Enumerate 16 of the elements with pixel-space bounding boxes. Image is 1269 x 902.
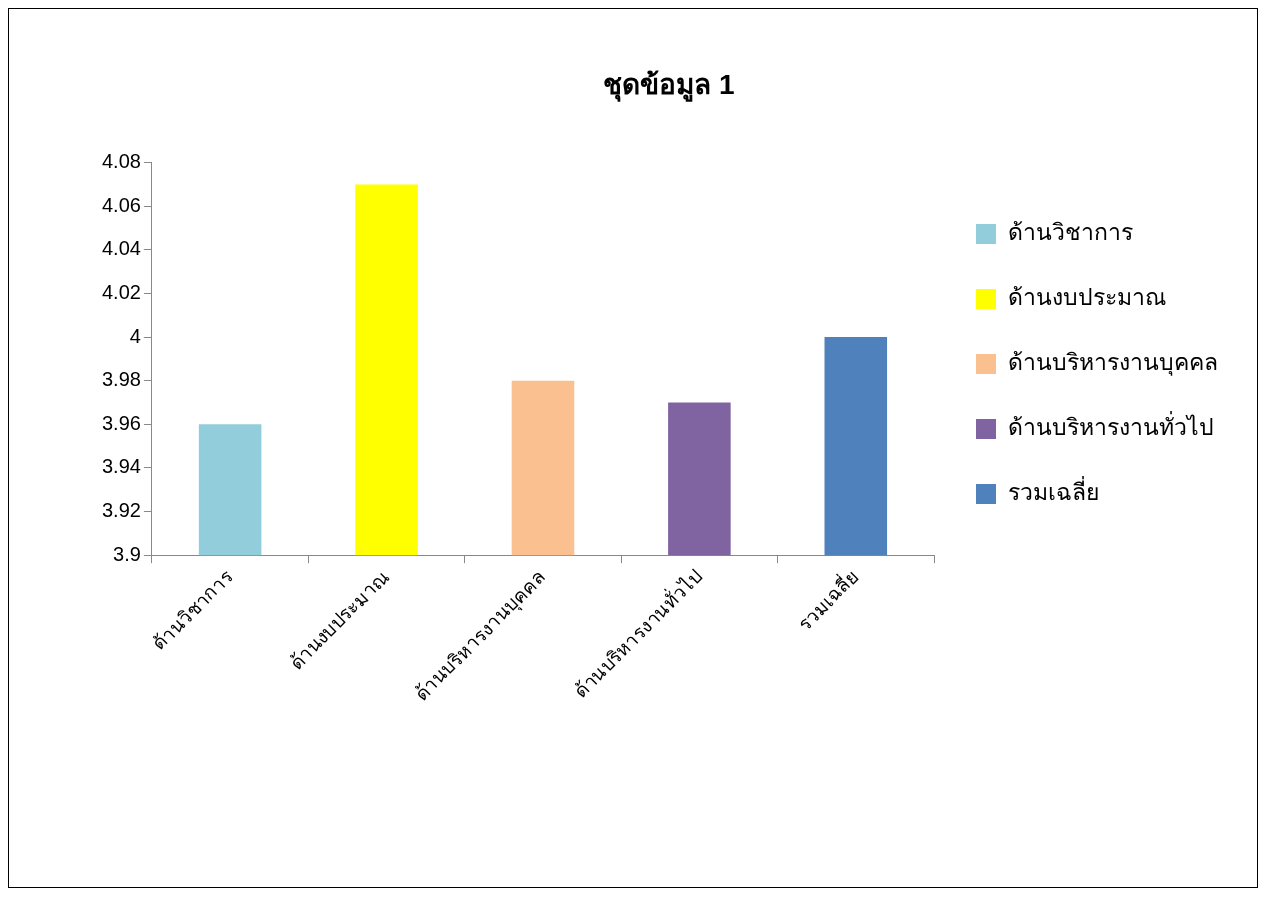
y-tick-label: 3.92 (101, 499, 141, 522)
y-tick-label: 4.02 (101, 280, 141, 303)
legend-label: ด้านบริหารงานทั่วไป (1007, 411, 1225, 441)
legend-label: ด้านวิชาการ (1007, 219, 1144, 246)
legend-label: ด้านงบประมาณ (1007, 284, 1177, 311)
y-tick-label: 3.9 (113, 542, 141, 565)
y-tick-label: 4 (129, 324, 141, 347)
y-tick-label: 3.98 (101, 368, 141, 391)
y-tick-label: 3.96 (101, 411, 141, 434)
legend-label: รวมเฉลี่ย (1007, 476, 1110, 506)
y-tick-label: 4.08 (101, 150, 141, 173)
y-tick-label: 4.06 (101, 193, 141, 216)
chart-title: ชุดข้อมูล 1 (603, 68, 735, 102)
legend-label: ด้านบริหารงานบุคคล (1007, 349, 1229, 377)
y-tick-label: 3.94 (101, 455, 141, 478)
y-tick-label: 4.04 (101, 237, 141, 260)
